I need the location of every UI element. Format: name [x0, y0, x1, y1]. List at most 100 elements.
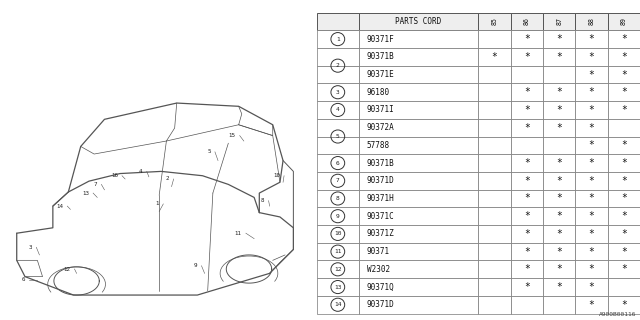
- Bar: [317, 119, 359, 137]
- Bar: [543, 48, 575, 66]
- Bar: [543, 154, 575, 172]
- Bar: [608, 260, 640, 278]
- Bar: [359, 137, 479, 154]
- Bar: [511, 12, 543, 30]
- Text: *: *: [589, 140, 595, 150]
- Bar: [359, 278, 479, 296]
- Bar: [575, 190, 608, 207]
- Text: *: *: [524, 158, 530, 168]
- Text: *: *: [621, 229, 627, 239]
- Bar: [608, 243, 640, 260]
- Bar: [511, 172, 543, 190]
- Bar: [511, 243, 543, 260]
- Bar: [575, 30, 608, 48]
- Text: 13: 13: [82, 191, 89, 196]
- Bar: [317, 30, 359, 48]
- Text: *: *: [621, 194, 627, 204]
- Text: 3: 3: [336, 90, 340, 95]
- Text: *: *: [524, 194, 530, 204]
- Text: *: *: [524, 123, 530, 133]
- Bar: [608, 101, 640, 119]
- Text: *: *: [589, 105, 595, 115]
- Bar: [317, 190, 359, 207]
- Text: 90371I: 90371I: [367, 106, 395, 115]
- Text: *: *: [589, 34, 595, 44]
- Text: 2: 2: [166, 177, 170, 181]
- Text: *: *: [621, 34, 627, 44]
- Text: *: *: [621, 264, 627, 274]
- Text: 86: 86: [524, 17, 530, 25]
- Bar: [543, 137, 575, 154]
- Text: 8: 8: [336, 196, 340, 201]
- Text: *: *: [524, 211, 530, 221]
- Text: 90371H: 90371H: [367, 194, 395, 203]
- Bar: [543, 260, 575, 278]
- Text: *: *: [621, 158, 627, 168]
- Bar: [359, 12, 479, 30]
- Text: 5: 5: [336, 134, 340, 139]
- Text: *: *: [621, 87, 627, 97]
- Text: *: *: [556, 264, 562, 274]
- Text: *: *: [524, 176, 530, 186]
- Text: 89: 89: [621, 17, 627, 25]
- Text: *: *: [589, 282, 595, 292]
- Text: 7: 7: [336, 178, 340, 183]
- Bar: [359, 66, 479, 84]
- Text: 90371: 90371: [367, 247, 390, 256]
- Text: 87: 87: [556, 17, 562, 25]
- Bar: [479, 190, 511, 207]
- Bar: [543, 296, 575, 314]
- Bar: [359, 172, 479, 190]
- Text: 88: 88: [589, 17, 595, 25]
- Text: *: *: [556, 34, 562, 44]
- Bar: [575, 243, 608, 260]
- Text: *: *: [621, 140, 627, 150]
- Text: 11: 11: [235, 231, 242, 236]
- Text: *: *: [589, 194, 595, 204]
- Text: 12: 12: [334, 267, 342, 272]
- Text: 9: 9: [336, 214, 340, 219]
- Text: *: *: [556, 229, 562, 239]
- Bar: [543, 207, 575, 225]
- Bar: [511, 296, 543, 314]
- Bar: [511, 30, 543, 48]
- Text: *: *: [524, 247, 530, 257]
- Bar: [608, 278, 640, 296]
- Text: 90371D: 90371D: [367, 300, 395, 309]
- Bar: [575, 260, 608, 278]
- Text: 9: 9: [194, 263, 197, 268]
- Bar: [511, 119, 543, 137]
- Bar: [575, 12, 608, 30]
- Bar: [359, 260, 479, 278]
- Text: *: *: [589, 176, 595, 186]
- Bar: [511, 207, 543, 225]
- Text: *: *: [556, 211, 562, 221]
- Text: 14: 14: [56, 204, 63, 209]
- Bar: [359, 225, 479, 243]
- Bar: [359, 48, 479, 66]
- Bar: [479, 30, 511, 48]
- Bar: [479, 207, 511, 225]
- Bar: [575, 207, 608, 225]
- Text: *: *: [524, 229, 530, 239]
- Bar: [317, 137, 359, 154]
- Bar: [359, 207, 479, 225]
- Bar: [479, 12, 511, 30]
- Text: 13: 13: [334, 284, 342, 290]
- Text: 90371B: 90371B: [367, 52, 395, 61]
- Text: *: *: [556, 123, 562, 133]
- Bar: [511, 48, 543, 66]
- Text: 6: 6: [22, 277, 25, 282]
- Text: 7: 7: [93, 182, 97, 187]
- Bar: [608, 207, 640, 225]
- Bar: [608, 172, 640, 190]
- Bar: [317, 48, 359, 66]
- Text: *: *: [589, 52, 595, 62]
- Bar: [479, 260, 511, 278]
- Bar: [317, 101, 359, 119]
- Bar: [479, 48, 511, 66]
- Bar: [511, 101, 543, 119]
- Text: *: *: [621, 247, 627, 257]
- Text: *: *: [621, 52, 627, 62]
- Bar: [317, 296, 359, 314]
